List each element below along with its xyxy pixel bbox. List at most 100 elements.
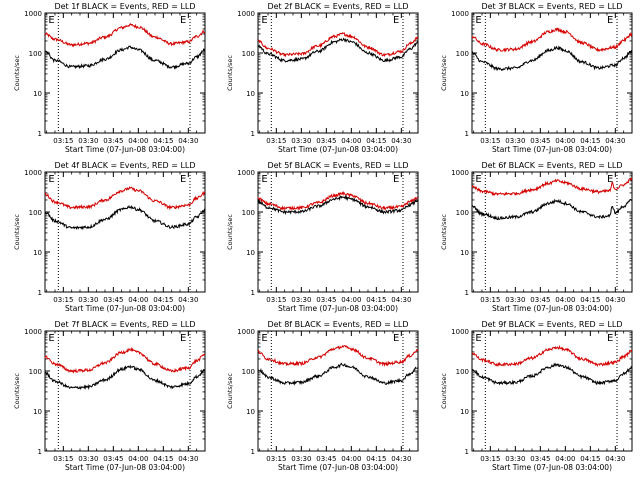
x-tick-label: 04:30 — [391, 296, 411, 304]
lld-series-line — [257, 344, 419, 367]
y-tick-label: 1000 — [24, 328, 42, 336]
y-tick-label: 10 — [33, 408, 42, 416]
events-series-line — [44, 45, 206, 70]
events-series-line — [471, 198, 633, 221]
plot-frame — [471, 171, 633, 293]
x-tick-label: 03:45 — [103, 296, 123, 304]
events-series-line — [472, 362, 632, 386]
panel-8: Det 8f BLACK = Events, RED = LLD 1 10 100 10… — [226, 320, 419, 472]
x-axis-label: Start Time (07-Jun-08 03:04:00) — [65, 304, 185, 313]
y-tick-label: 100 — [29, 368, 42, 376]
panel-1: Det 1f BLACK = Events, RED = LLD 1 10 100 10… — [13, 2, 206, 154]
x-tick-label: 04:15 — [153, 296, 173, 304]
y-tick-label: 1 — [465, 130, 469, 138]
y-tick-label: 1 — [251, 448, 255, 456]
x-axis-label: Start Time (07-Jun-08 03:04:00) — [278, 304, 398, 313]
x-tick-label: 04:00 — [555, 137, 575, 145]
plot-frame — [44, 12, 206, 134]
lld-series-line — [257, 32, 419, 58]
x-tick-label: 04:00 — [341, 137, 361, 145]
y-axis-label: Counts/sec — [13, 373, 21, 409]
x-tick-label: 04:15 — [366, 296, 386, 304]
x-tick-label: 04:00 — [128, 455, 148, 463]
panel-title: Det 8f BLACK = Events, RED = LLD — [267, 320, 408, 329]
x-tick-label: 03:45 — [530, 455, 550, 463]
y-tick-label: 1 — [465, 289, 469, 297]
x-tick-label: 03:15 — [266, 296, 286, 304]
event-marker-label: E — [48, 15, 54, 26]
y-tick-label: 100 — [29, 50, 42, 58]
y-tick-label: 1000 — [451, 328, 469, 336]
x-tick-label: 04:15 — [580, 137, 600, 145]
lld-series-line — [44, 22, 206, 48]
y-tick-label: 1 — [38, 130, 42, 138]
event-marker-label: E — [180, 15, 186, 26]
x-tick-label: 03:45 — [103, 455, 123, 463]
x-tick-label: 03:30 — [78, 137, 98, 145]
events-series-line — [257, 362, 419, 386]
y-tick-label: 1000 — [237, 328, 255, 336]
panel-4: Det 4f BLACK = Events, RED = LLD 1 10 100 10… — [13, 161, 206, 313]
y-tick-label: 1 — [38, 448, 42, 456]
plot-frame — [257, 330, 419, 452]
x-tick-label: 04:00 — [341, 455, 361, 463]
x-axis-label: Start Time (07-Jun-08 03:04:00) — [65, 145, 185, 154]
panel-title: Det 2f BLACK = Events, RED = LLD — [267, 2, 408, 11]
plot-frame — [257, 12, 419, 134]
y-axis-label: Counts/sec — [440, 55, 448, 91]
y-tick-label: 10 — [460, 90, 469, 98]
y-tick-label: 10 — [33, 249, 42, 257]
x-tick-label: 03:15 — [480, 296, 500, 304]
events-series-line — [44, 364, 206, 391]
y-axis-label: Counts/sec — [13, 214, 21, 250]
x-tick-label: 03:45 — [316, 137, 336, 145]
y-axis-label: Counts/sec — [226, 214, 234, 250]
event-marker-label: E — [475, 333, 481, 344]
y-tick-label: 1 — [251, 289, 255, 297]
plot-frame — [257, 171, 419, 293]
x-tick-label: 04:30 — [605, 455, 625, 463]
x-tick-label: 04:30 — [605, 296, 625, 304]
y-tick-label: 10 — [460, 408, 469, 416]
x-tick-label: 03:15 — [53, 455, 73, 463]
x-axis-label: Start Time (07-Jun-08 03:04:00) — [65, 463, 185, 472]
panel-2: Det 2f BLACK = Events, RED = LLD 1 10 100 10… — [226, 2, 419, 154]
y-tick-label: 1000 — [24, 169, 42, 177]
y-tick-label: 100 — [456, 50, 469, 58]
x-tick-label: 04:15 — [366, 137, 386, 145]
y-tick-label: 1000 — [451, 10, 469, 18]
x-axis-label: Start Time (07-Jun-08 03:04:00) — [278, 463, 398, 472]
y-axis-label: Counts/sec — [13, 55, 21, 91]
events-series-line — [257, 37, 419, 63]
y-axis-label: Counts/sec — [226, 373, 234, 409]
event-marker-label: E — [261, 174, 267, 185]
x-tick-label: 03:30 — [291, 455, 311, 463]
x-tick-label: 04:30 — [391, 137, 411, 145]
y-tick-label: 100 — [242, 209, 255, 217]
y-tick-label: 10 — [246, 249, 255, 257]
x-tick-label: 03:15 — [53, 296, 73, 304]
x-tick-label: 04:15 — [153, 455, 173, 463]
y-tick-label: 10 — [33, 90, 42, 98]
y-axis-label: Counts/sec — [226, 55, 234, 91]
panel-9: Det 9f BLACK = Events, RED = LLD 1 10 100 10… — [440, 320, 633, 472]
x-tick-label: 03:45 — [103, 137, 123, 145]
event-marker-label: E — [475, 15, 481, 26]
x-tick-label: 03:30 — [78, 455, 98, 463]
y-tick-label: 1000 — [451, 169, 469, 177]
x-tick-label: 04:15 — [580, 455, 600, 463]
y-axis-label: Counts/sec — [440, 214, 448, 250]
event-marker-label: E — [607, 15, 613, 26]
x-tick-label: 03:15 — [480, 137, 500, 145]
lld-series-line — [471, 27, 633, 53]
lld-series-line — [44, 346, 206, 374]
y-tick-label: 10 — [460, 249, 469, 257]
x-axis-label: Start Time (07-Jun-08 03:04:00) — [492, 304, 612, 313]
lld-series-line — [44, 186, 206, 211]
y-tick-label: 10 — [246, 90, 255, 98]
plot-frame — [471, 12, 633, 134]
x-tick-label: 04:30 — [178, 296, 198, 304]
y-tick-label: 1000 — [237, 10, 255, 18]
event-marker-label: E — [475, 174, 481, 185]
x-axis-label: Start Time (07-Jun-08 03:04:00) — [492, 145, 612, 154]
